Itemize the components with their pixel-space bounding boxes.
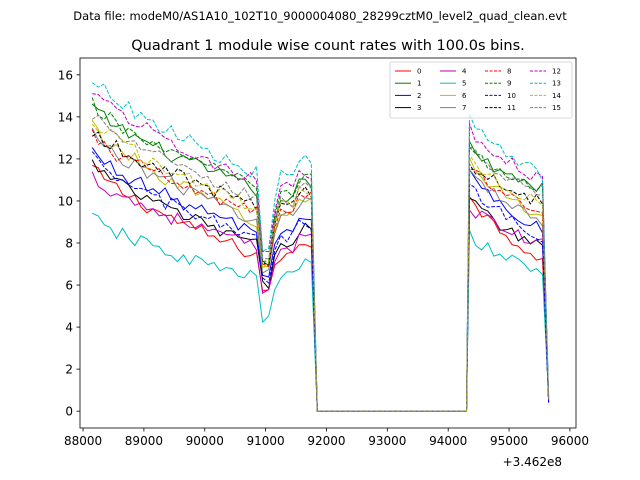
x-tick-label-90000: 90000	[186, 434, 224, 448]
legend-label-3: 3	[417, 104, 421, 112]
x-tick-label-92000: 92000	[307, 434, 345, 448]
legend-label-5: 5	[462, 80, 466, 88]
x-tick-label-96000: 96000	[551, 434, 589, 448]
legend-label-13: 13	[552, 80, 561, 88]
y-tick-label-2: 2	[65, 363, 73, 377]
x-tick-label-94000: 94000	[429, 434, 467, 448]
legend-label-15: 15	[552, 104, 561, 112]
legend-label-6: 6	[462, 92, 467, 100]
legend-label-10: 10	[507, 92, 516, 100]
legend-label-12: 12	[552, 68, 561, 76]
legend-label-7: 7	[462, 104, 466, 112]
y-tick-label-16: 16	[58, 68, 73, 82]
y-tick-label-6: 6	[65, 279, 73, 293]
series-line-0	[92, 165, 550, 412]
series-line-11	[91, 131, 550, 412]
legend-label-14: 14	[552, 92, 561, 100]
y-tick-label-12: 12	[58, 152, 73, 166]
chart-suptitle: Data file: modeM0/AS1A10_102T10_90000040…	[73, 9, 567, 23]
x-tick-label-95000: 95000	[490, 434, 528, 448]
series-line-14	[91, 123, 550, 412]
series-line-10	[91, 151, 550, 412]
plot-area: 88000 89000 90000 91000 92000 93000 94000 95000…	[58, 57, 589, 448]
legend-label-1: 1	[417, 80, 421, 88]
legend-label-2: 2	[417, 92, 421, 100]
series-line-13	[91, 82, 550, 412]
y-tick-label-14: 14	[58, 110, 73, 124]
legend-label-9: 9	[507, 80, 511, 88]
legend-label-8: 8	[507, 68, 511, 76]
y-tick-label-0: 0	[65, 405, 73, 419]
x-tick-label-91000: 91000	[247, 434, 285, 448]
series-line-5	[91, 212, 550, 412]
series-line-2	[91, 147, 550, 412]
legend-label-11: 11	[507, 104, 516, 112]
y-tick-label-10: 10	[58, 194, 73, 208]
y-tick-label-8: 8	[65, 237, 73, 251]
chart-title: Quadrant 1 module wise count rates with …	[131, 38, 525, 54]
y-tick-label-4: 4	[65, 321, 73, 335]
series-line-4	[91, 171, 550, 412]
legend-box	[389, 61, 573, 119]
series-line-1	[91, 103, 550, 412]
legend-label-4: 4	[462, 68, 467, 76]
series-line-6	[91, 119, 550, 412]
x-tick-label-89000: 89000	[125, 434, 163, 448]
x-tick-label-88000: 88000	[64, 434, 102, 448]
legend-label-0: 0	[417, 68, 421, 76]
x-offset-label: +3.462e8	[503, 455, 562, 469]
series-line-12	[92, 93, 550, 412]
x-tick-label-93000: 93000	[368, 434, 406, 448]
series-line-15	[91, 114, 550, 412]
